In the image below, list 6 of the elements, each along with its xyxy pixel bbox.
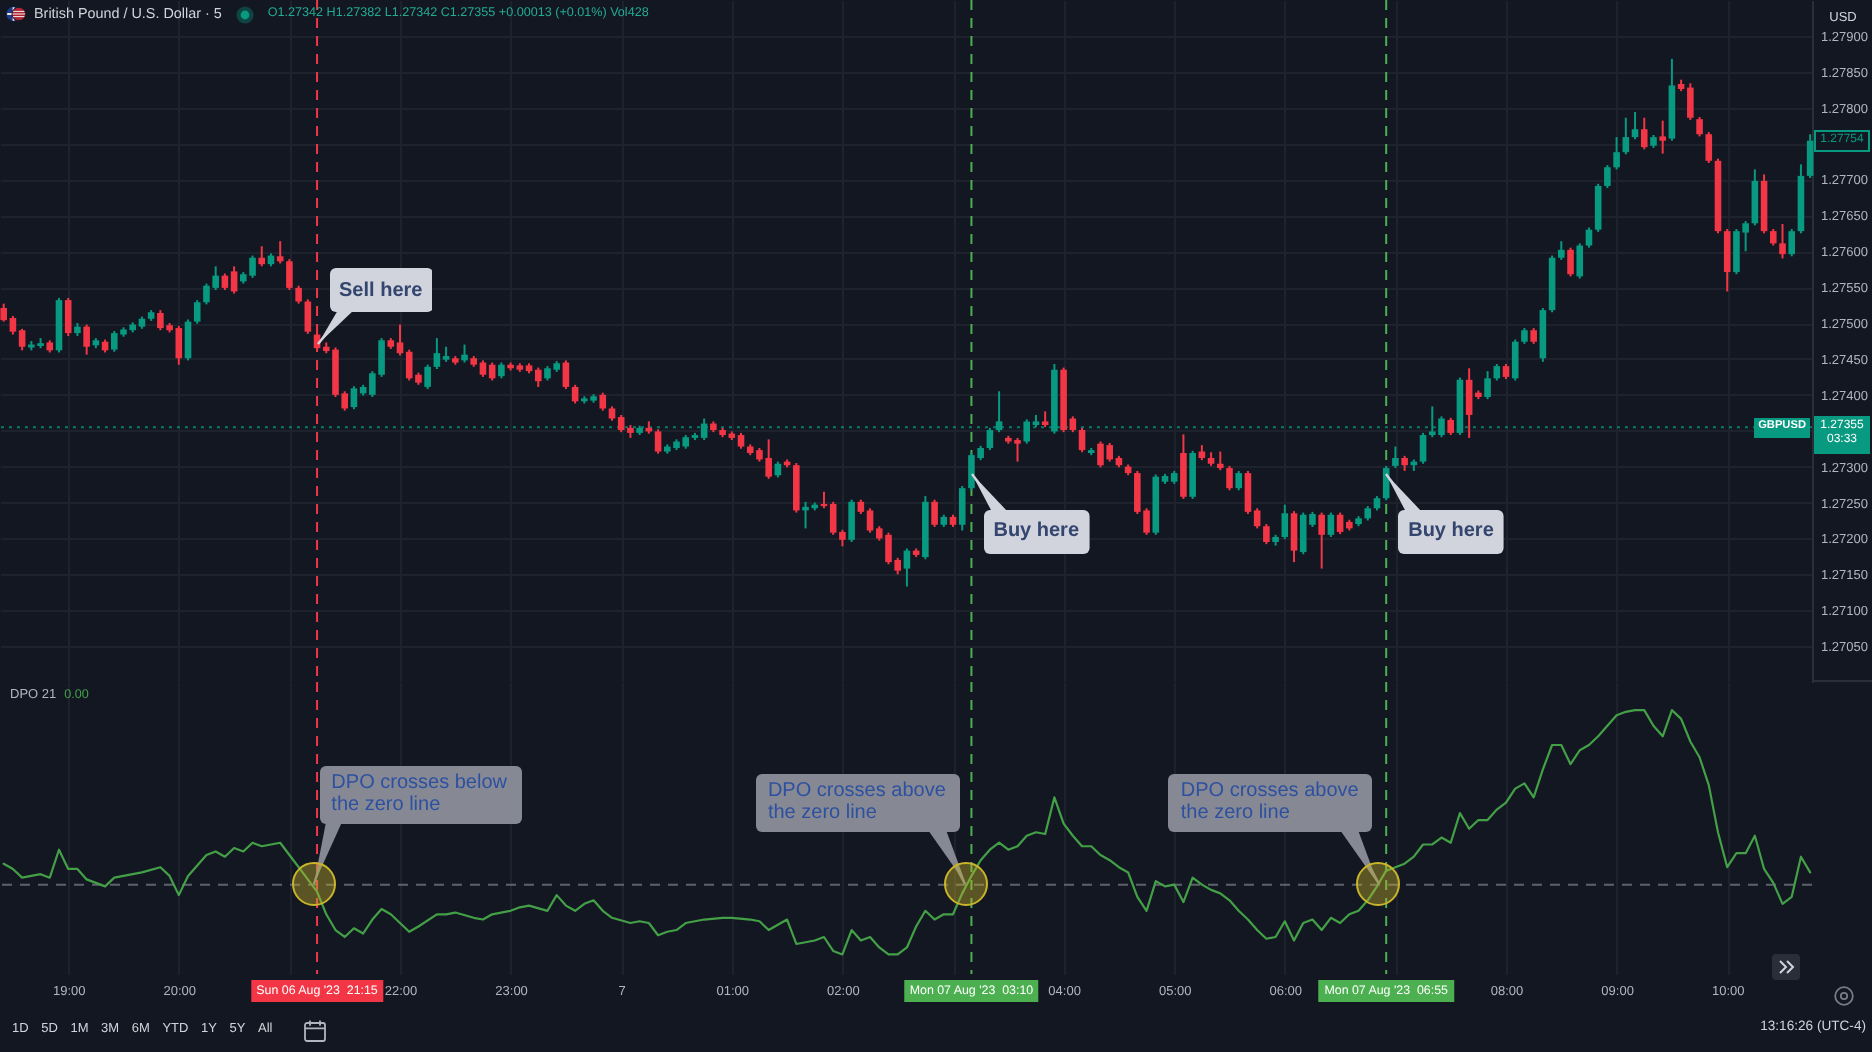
annotation: Buy here bbox=[993, 520, 1080, 543]
annotation: DPO crosses above the zero line bbox=[767, 780, 948, 825]
annotation: Buy here bbox=[1408, 520, 1494, 543]
annotation: DPO crosses below the zero line bbox=[331, 772, 509, 817]
annotation: Sell here bbox=[339, 279, 423, 302]
annotation: DPO crosses above the zero line bbox=[1180, 780, 1361, 825]
